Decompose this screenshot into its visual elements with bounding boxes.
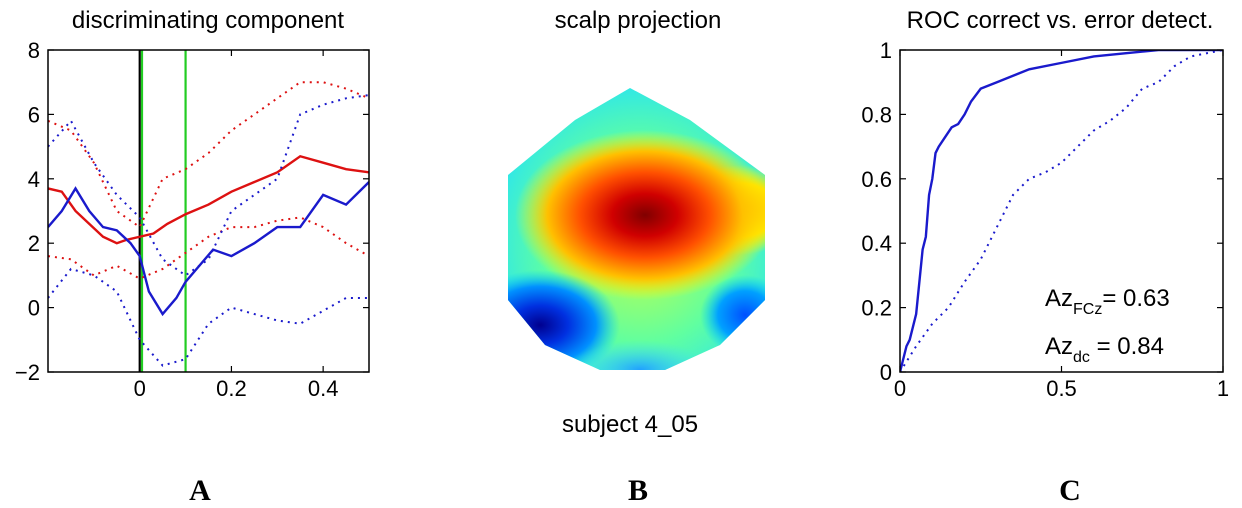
panel-c-plot: 0 0.5 1 0 0.2 0.4 0.6 0.8 1 bbox=[861, 38, 1229, 401]
panel-a-series-1-dotted bbox=[48, 81, 369, 229]
panel-c-axes-box bbox=[899, 49, 1224, 373]
panel-a-axes-box bbox=[47, 49, 370, 373]
panel-a-label: A bbox=[189, 474, 211, 507]
panel-c-ytick-label-3: 0.6 bbox=[861, 167, 892, 192]
panel-a-plot: 0 0.2 0.4 −2 0 2 4 6 8 bbox=[15, 38, 369, 401]
panel-a-ytick-label-5: 8 bbox=[28, 38, 40, 63]
panel-a-xtick-label-2: 0.4 bbox=[308, 376, 339, 401]
az-fcz-annotation: AzFCz= 0.63 bbox=[1045, 285, 1170, 318]
panel-a-xtick-label-0: 0 bbox=[134, 376, 146, 401]
panel-c-label: C bbox=[1059, 474, 1081, 507]
panel-c-ytick-label-5: 1 bbox=[880, 38, 892, 63]
panel-a-series-0-solid bbox=[48, 154, 369, 245]
panel-c-data-area bbox=[900, 50, 1223, 372]
panel-b-label: B bbox=[628, 474, 648, 507]
panel-a-xtick-label-1: 0.2 bbox=[216, 376, 247, 401]
panel-a-ytick-label-4: 6 bbox=[28, 102, 40, 127]
panel-a-ytick-label-2: 2 bbox=[28, 231, 40, 256]
panel-c-ytick-label-2: 0.4 bbox=[861, 231, 892, 256]
panel-c-series-1-dotted bbox=[900, 50, 1223, 372]
panel-a: discriminating component 0 0.2 0.4−202468 … bbox=[15, 7, 370, 507]
panel-a-title: discriminating component bbox=[72, 7, 344, 34]
panel-c-title: ROC correct vs. error detect. bbox=[907, 7, 1214, 34]
panel-a-data-area bbox=[48, 50, 369, 372]
panel-a-series-5-dotted bbox=[48, 267, 369, 367]
panel-a-ytick-label-1: 0 bbox=[28, 296, 40, 321]
panel-c-xtick-label-0: 0 bbox=[894, 376, 906, 401]
panel-c-ytick-label-1: 0.2 bbox=[861, 296, 892, 321]
panel-a-series-3-solid bbox=[48, 181, 369, 317]
panel-b-title: scalp projection bbox=[555, 7, 722, 34]
panel-a-series-4-dotted bbox=[48, 94, 369, 277]
panel-b-caption: subject 4_05 bbox=[562, 411, 698, 438]
panel-c: ROC correct vs. error detect. 0 0.5 100.20… bbox=[861, 7, 1229, 507]
az-dc-annotation: Azdc = 0.84 bbox=[1045, 333, 1164, 366]
panel-c-xtick-label-2: 1 bbox=[1217, 376, 1229, 401]
panel-c-xtick-label-1: 0.5 bbox=[1046, 376, 1077, 401]
panel-a-ytick-label-0: −2 bbox=[15, 360, 40, 385]
panel-a-ytick-label-3: 4 bbox=[28, 167, 40, 192]
scalp-map bbox=[508, 88, 765, 370]
panel-c-ytick-label-4: 0.8 bbox=[861, 102, 892, 127]
panel-c-ytick-label-0: 0 bbox=[880, 360, 892, 385]
panel-a-series-2-dotted bbox=[48, 216, 369, 280]
panel-c-series-0-solid bbox=[900, 50, 1223, 372]
panel-b: scalp projection subject 4_05 B bbox=[508, 7, 765, 507]
